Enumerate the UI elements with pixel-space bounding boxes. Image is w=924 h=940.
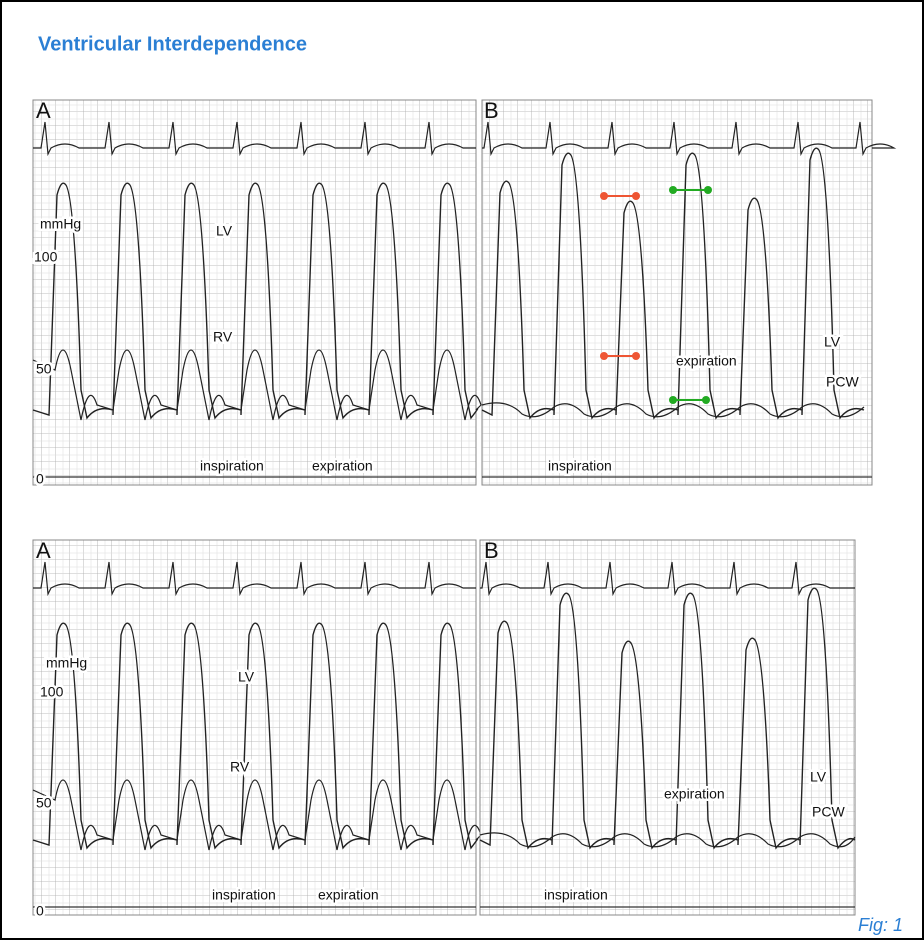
- rv-trace: [32, 779, 482, 851]
- labels: A mmHg 100 50 0 LV RV inspiration expira…: [32, 98, 862, 921]
- ecg-trace: [482, 121, 897, 157]
- expiration-label: expiration: [664, 786, 725, 802]
- lv-label: LV: [810, 769, 827, 785]
- ecg-trace: [480, 561, 855, 597]
- grid-panel: [32, 539, 477, 916]
- rv-label: RV: [230, 759, 250, 775]
- panels: [32, 99, 897, 916]
- lv-trace: [479, 587, 856, 850]
- unit-label: mmHg: [40, 216, 81, 232]
- expiration-label: expiration: [676, 353, 737, 369]
- grid-panel: [481, 99, 873, 486]
- inspiration-label: inspiration: [200, 458, 264, 474]
- rv-trace: [32, 349, 482, 421]
- panel-label: B: [484, 98, 499, 123]
- scale-label: 100: [34, 249, 58, 265]
- panel-label: B: [484, 538, 499, 563]
- scale-label: 100: [40, 684, 64, 700]
- rv-label: RV: [213, 329, 233, 345]
- scale-label: 50: [36, 361, 52, 377]
- inspiration-label: inspiration: [544, 887, 608, 903]
- scale-label: 0: [36, 903, 44, 919]
- lv-trace: [481, 147, 865, 420]
- grid-panel: [479, 539, 856, 916]
- lv-trace: [32, 182, 479, 420]
- ecg-trace: [33, 561, 476, 597]
- lv-label: LV: [216, 223, 233, 239]
- lv-label: LV: [824, 334, 841, 350]
- panel-label: A: [36, 98, 51, 123]
- expiration-label: expiration: [312, 458, 373, 474]
- pcw-trace: [481, 402, 865, 418]
- lv-label: LV: [238, 669, 255, 685]
- expiration-label: expiration: [318, 887, 379, 903]
- page-title: Ventricular Interdependence: [38, 33, 307, 55]
- lv-trace: [32, 622, 479, 850]
- panel-label: A: [36, 538, 51, 563]
- calipers: [600, 186, 712, 404]
- inspiration-label: inspiration: [548, 458, 612, 474]
- ecg-trace: [33, 121, 476, 157]
- pcw-label: PCW: [812, 804, 845, 820]
- inspiration-label: inspiration: [212, 887, 276, 903]
- scale-label: 0: [36, 471, 44, 487]
- pcw-trace: [479, 832, 856, 848]
- pcw-label: PCW: [826, 374, 859, 390]
- figure-caption: Fig: 1: [858, 915, 903, 935]
- grid-panel: [32, 99, 477, 486]
- unit-label: mmHg: [46, 655, 87, 671]
- scale-label: 50: [36, 795, 52, 811]
